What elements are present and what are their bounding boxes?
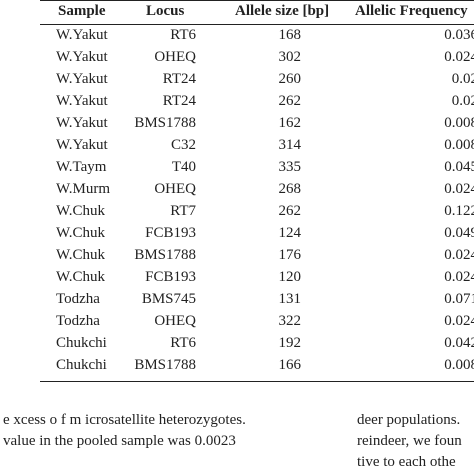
table-cell: 0.024 [444,181,474,197]
table-cell: 192 [278,335,302,351]
table-cell: RT7 [170,203,196,219]
body-text-line: value in the pooled sample was 0.0023 [3,433,236,449]
table-cell: 124 [278,225,302,241]
body-text-line: e xcess o f m icrosatellite heterozygote… [3,412,246,428]
table-cell: OHEQ [154,181,196,197]
column-header: Allelic Frequency [355,3,468,19]
table-cell: 0.024 [444,269,474,285]
table-cell: BMS745 [141,291,196,307]
table-cell: 322 [278,313,302,329]
table-cell: 168 [278,27,302,43]
table-cell: 131 [278,291,302,307]
table-cell: BMS1788 [134,247,196,263]
table-cell: 0.008 [444,137,474,153]
table-cell: 335 [278,159,302,175]
table-cell: Chukchi [56,335,107,351]
table-cell: BMS1788 [134,357,196,373]
column-header: Sample [58,3,106,19]
table-top-rule [40,0,474,1]
table-bottom-rule [40,381,474,382]
header-rule [40,24,474,25]
table-cell: T40 [171,159,196,175]
table-cell: 0.045 [444,159,474,175]
table-cell: 314 [278,137,302,153]
table-cell: Todzha [56,313,100,329]
table-cell: FCB193 [145,225,196,241]
table-cell: 0.024 [444,49,474,65]
table-cell: W.Chuk [56,247,106,263]
table-cell: 262 [278,93,302,109]
table-cell: RT24 [162,93,196,109]
table-cell: 262 [278,203,302,219]
table-cell: RT24 [162,71,196,87]
body-text-line: reindeer, we foun [357,433,462,449]
table-cell: 0.02 [451,71,474,87]
table-cell: 0.024 [444,313,474,329]
table-cell: W.Yakut [56,27,108,43]
table-cell: W.Yakut [56,49,108,65]
table-cell: BMS1788 [134,115,196,131]
table-cell: W.Yakut [56,115,108,131]
table-cell: Todzha [56,291,100,307]
table-cell: W.Murm [56,181,111,197]
table-cell: W.Yakut [56,71,108,87]
table-cell: 268 [278,181,302,197]
table-cell: OHEQ [154,313,196,329]
table-cell: 0.071 [444,291,474,307]
table-cell: W.Chuk [56,203,106,219]
table-cell: FCB193 [145,269,196,285]
table-cell: W.Yakut [56,93,108,109]
table-cell: 260 [278,71,302,87]
table-cell: 176 [278,247,302,263]
table-cell: 0.122 [444,203,474,219]
table-cell: W.Chuk [56,225,106,241]
table-cell: 120 [278,269,302,285]
column-header: Locus [146,3,185,19]
table-cell: 0.008 [444,357,474,373]
table-cell: W.Taym [56,159,107,175]
table-cell: 302 [278,49,302,65]
column-header: Allele size [bp] [235,3,330,19]
body-text-line: tive to each othe [357,454,456,470]
table-cell: C32 [170,137,196,153]
table-cell: 0.024 [444,247,474,263]
body-text-line: deer populations. [357,412,461,428]
table-cell: W.Chuk [56,269,106,285]
table-cell: W.Yakut [56,137,108,153]
table-cell: Chukchi [56,357,107,373]
table-cell: 0.02 [451,93,474,109]
table-cell: RT6 [170,335,196,351]
table-cell: 166 [278,357,302,373]
table-cell: OHEQ [154,49,196,65]
table-cell: 162 [278,115,302,131]
table-cell: 0.036 [444,27,474,43]
table-cell: 0.008 [444,115,474,131]
table-cell: 0.042 [444,335,474,351]
table-cell: 0.049 [444,225,474,241]
table-cell: RT6 [170,27,196,43]
